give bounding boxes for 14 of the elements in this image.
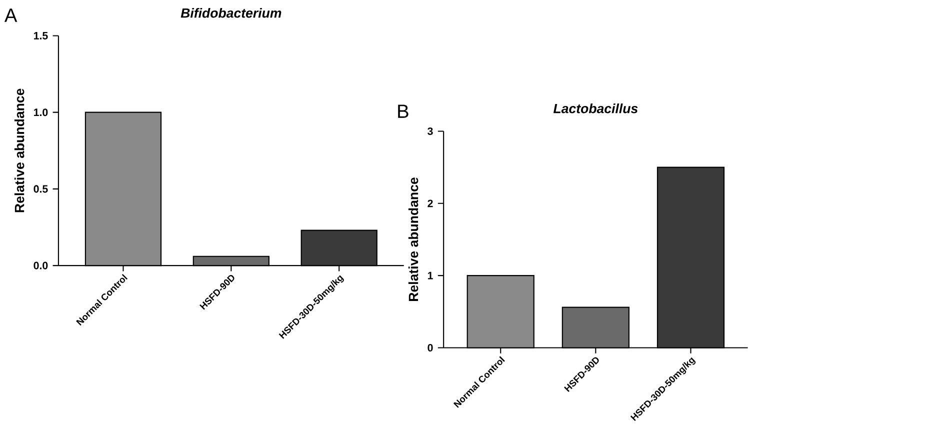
y-tick-label: 0.0 — [34, 262, 48, 270]
y-tick-label: 3 — [428, 127, 433, 135]
text: A — [4, 8, 18, 22]
y-tick-label: 1 — [428, 272, 433, 280]
y-tick-label: 0.5 — [34, 184, 48, 193]
y-axis-title: Relative abundance — [14, 88, 24, 212]
y-tick-label: 0 — [428, 344, 433, 352]
chart-title: Lactobacillus — [553, 103, 638, 114]
y-tick-label: 1.5 — [34, 32, 48, 40]
annotation: B — [398, 104, 408, 118]
chart-title: Bifidobacterium — [180, 8, 282, 18]
y-tick-label: 1.0 — [34, 108, 48, 116]
y-axis-title: Relative abundance — [408, 177, 418, 301]
y-tick-label: 2 — [428, 199, 433, 207]
